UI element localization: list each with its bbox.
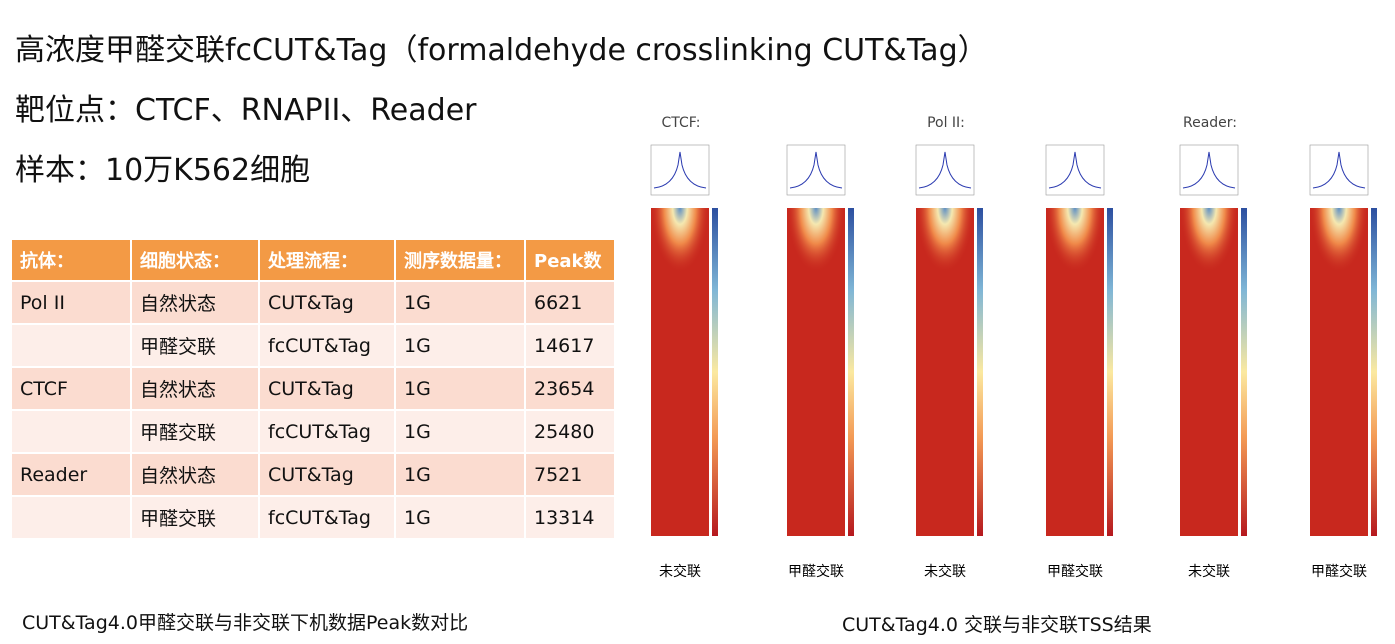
caption-left: CUT&Tag4.0甲醛交联与非交联下机数据Peak数对比 <box>22 612 469 634</box>
colorbar <box>977 208 983 536</box>
column-header: 测序数据量： <box>394 238 526 282</box>
heatmap-hot <box>1310 208 1368 338</box>
table-cell: 14617 <box>524 323 616 368</box>
panel-label: 未交联 <box>659 563 701 580</box>
table-cell: 甲醛交联 <box>130 323 260 368</box>
caption-right: CUT&Tag4.0 交联与非交联TSS结果 <box>842 614 1152 636</box>
group-label: Reader: <box>1183 115 1237 131</box>
heatmap-hot <box>651 208 709 338</box>
table-cell: CUT&Tag <box>258 452 396 497</box>
profile-frame <box>1309 144 1369 196</box>
table-cell <box>10 409 132 454</box>
table-cell: 1G <box>394 280 526 325</box>
profile-curve <box>918 151 972 189</box>
table-cell: fcCUT&Tag <box>258 323 396 368</box>
group-label: Pol II: <box>927 115 965 131</box>
sample: 样本：10万K562细胞 <box>15 153 311 188</box>
table-row: 甲醛交联 fcCUT&Tag 1G 25480 <box>10 409 616 454</box>
panel-label: 甲醛交联 <box>1047 563 1103 580</box>
table-row: Reader 自然状态 CUT&Tag 1G 7521 <box>10 452 616 497</box>
profile-frame <box>915 144 975 196</box>
profile-frame <box>1045 144 1105 196</box>
colorbar <box>848 208 854 536</box>
targets: 靶位点：CTCF、RNAPII、Reader <box>15 93 477 128</box>
panel-label: 未交联 <box>924 563 966 580</box>
table-cell: 自然状态 <box>130 452 260 497</box>
table-cell: 自然状态 <box>130 280 260 325</box>
heatmap-hot <box>1180 208 1238 338</box>
column-header: 抗体： <box>10 238 132 282</box>
colorbar <box>1241 208 1247 536</box>
panel-label: 未交联 <box>1188 563 1230 580</box>
profile-curve <box>1182 151 1236 189</box>
table-cell: 1G <box>394 409 526 454</box>
table-cell: CTCF <box>10 366 132 411</box>
table-cell: 1G <box>394 323 526 368</box>
table-cell: CUT&Tag <box>258 366 396 411</box>
title: 高浓度甲醛交联fcCUT&Tag（formaldehyde crosslinki… <box>15 33 988 68</box>
table-cell: 25480 <box>524 409 616 454</box>
profile-curve <box>789 151 843 189</box>
table-cell: Pol II <box>10 280 132 325</box>
table-cell: 甲醛交联 <box>130 409 260 454</box>
table-cell: 23654 <box>524 366 616 411</box>
table-cell: 甲醛交联 <box>130 495 260 540</box>
table-cell <box>10 495 132 540</box>
profile-frame <box>650 144 710 196</box>
table-cell: 1G <box>394 495 526 540</box>
table-cell: 1G <box>394 366 526 411</box>
table-cell: fcCUT&Tag <box>258 495 396 540</box>
table-row: 甲醛交联 fcCUT&Tag 1G 13314 <box>10 495 616 540</box>
panel-label: 甲醛交联 <box>788 563 844 580</box>
table-cell: Reader <box>10 452 132 497</box>
peak-table: 抗体： 细胞状态： 处理流程： 测序数据量： Peak数 Pol II 自然状态 CUT&Ta… <box>10 238 616 540</box>
profile-curve <box>1048 151 1102 189</box>
table-cell: 13314 <box>524 495 616 540</box>
table-row: 甲醛交联 fcCUT&Tag 1G 14617 <box>10 323 616 368</box>
colorbar <box>712 208 718 536</box>
column-header: 细胞状态： <box>130 238 260 282</box>
table-cell: 自然状态 <box>130 366 260 411</box>
table-cell: 7521 <box>524 452 616 497</box>
table-cell: 1G <box>394 452 526 497</box>
table-row: CTCF 自然状态 CUT&Tag 1G 23654 <box>10 366 616 411</box>
table-cell: 6621 <box>524 280 616 325</box>
heatmap-hot <box>787 208 845 338</box>
heatmap-hot <box>1046 208 1104 338</box>
column-header: Peak数 <box>524 238 616 282</box>
column-header: 处理流程： <box>258 238 396 282</box>
panel-label: 甲醛交联 <box>1311 563 1367 580</box>
profile-curve <box>653 151 707 189</box>
profile-frame <box>1179 144 1239 196</box>
table-cell: CUT&Tag <box>258 280 396 325</box>
group-label: CTCF: <box>662 115 701 131</box>
profile-curve <box>1312 151 1366 189</box>
table-cell <box>10 323 132 368</box>
table-cell: fcCUT&Tag <box>258 409 396 454</box>
colorbar <box>1107 208 1113 536</box>
profile-frame <box>786 144 846 196</box>
table-row: Pol II 自然状态 CUT&Tag 1G 6621 <box>10 280 616 325</box>
heatmap-hot <box>916 208 974 338</box>
colorbar <box>1371 208 1377 536</box>
